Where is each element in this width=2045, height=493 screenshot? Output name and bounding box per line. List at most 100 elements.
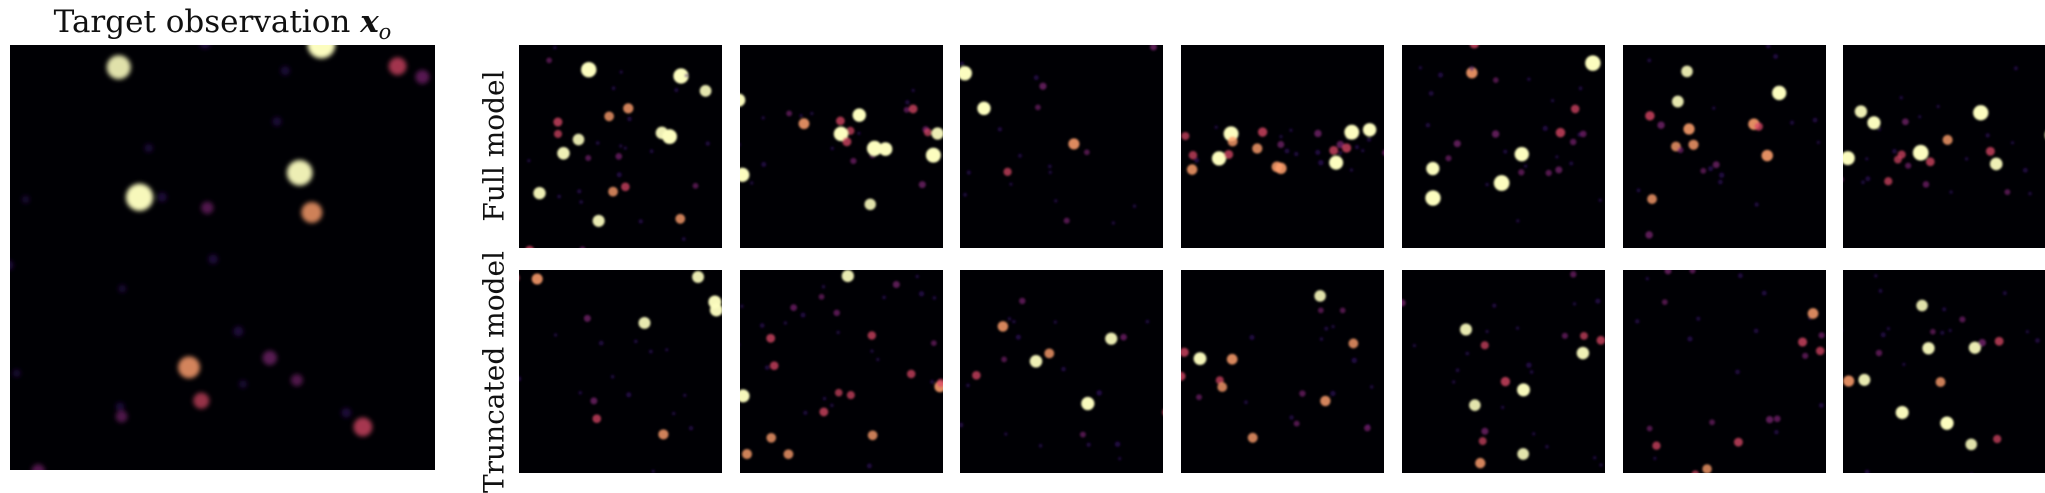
point-source: [1652, 442, 1660, 450]
point-source: [2023, 168, 2028, 173]
point-source: [1080, 432, 1086, 438]
point-source: [1555, 155, 1559, 159]
point-source: [656, 127, 668, 139]
full-model-sample-2-canvas: [740, 45, 943, 248]
point-source: [1314, 290, 1326, 302]
point-source: [1585, 55, 1600, 70]
point-source: [932, 296, 936, 300]
point-source: [684, 74, 688, 78]
point-source: [924, 128, 932, 136]
point-source: [1551, 99, 1555, 103]
point-source: [1580, 131, 1587, 138]
point-source: [10, 260, 13, 270]
point-source: [126, 184, 153, 211]
point-source: [1843, 375, 1854, 386]
point-source: [1899, 96, 1903, 100]
point-source: [963, 193, 967, 197]
point-source: [1580, 332, 1588, 340]
full-model-sample-4: [1181, 45, 1384, 248]
point-source: [919, 181, 926, 188]
point-source: [1150, 45, 1157, 51]
point-source: [784, 449, 794, 459]
point-source: [868, 430, 878, 440]
point-source: [1351, 358, 1357, 364]
point-source: [263, 351, 277, 365]
point-source: [272, 117, 281, 126]
point-source: [1772, 86, 1786, 100]
target-subscript: o: [379, 20, 392, 44]
point-source: [740, 389, 750, 402]
point-source: [1481, 428, 1488, 435]
point-source: [1940, 416, 1953, 429]
point-source: [1738, 273, 1743, 278]
point-source: [847, 391, 855, 399]
point-source: [1762, 291, 1767, 296]
point-source: [1816, 347, 1825, 356]
point-source: [1370, 385, 1374, 389]
point-source: [13, 369, 21, 377]
point-source: [810, 112, 814, 116]
point-source: [389, 57, 407, 75]
point-source: [1936, 377, 1946, 387]
point-source: [836, 331, 840, 335]
point-source: [1578, 86, 1582, 90]
point-source: [960, 423, 963, 428]
point-source: [700, 85, 712, 97]
point-source: [1355, 145, 1359, 149]
point-source: [1145, 320, 1149, 324]
point-source: [651, 470, 655, 473]
point-source: [1413, 344, 1417, 348]
point-source: [1187, 164, 1198, 175]
point-source: [1774, 430, 1779, 435]
point-source: [998, 127, 1003, 132]
point-source: [1048, 171, 1052, 175]
point-source: [1556, 128, 1565, 137]
point-source: [1817, 141, 1821, 145]
point-source: [596, 141, 600, 145]
point-source: [1252, 143, 1262, 153]
point-source: [287, 160, 313, 186]
point-source: [911, 89, 915, 93]
point-source: [1878, 289, 1882, 293]
point-source: [1494, 175, 1510, 191]
point-source: [1876, 350, 1882, 356]
truncated-model-sample-6-canvas: [1623, 270, 1826, 473]
point-source: [1569, 161, 1573, 165]
truncated-model-sample-3-canvas: [960, 270, 1163, 473]
point-source: [1258, 127, 1267, 136]
point-source: [1943, 135, 1953, 145]
point-source: [1465, 352, 1469, 356]
point-source: [1865, 157, 1869, 161]
point-source: [611, 375, 615, 379]
point-source: [867, 141, 882, 156]
point-source: [1995, 337, 2004, 346]
point-source: [1702, 464, 1712, 473]
target-title: Target observation xo: [10, 2, 435, 42]
point-source: [1331, 325, 1335, 329]
point-source: [638, 219, 643, 224]
point-source: [1898, 151, 1906, 159]
point-source: [1647, 194, 1657, 204]
point-source: [578, 391, 582, 395]
point-source: [1653, 457, 1657, 461]
point-source: [799, 118, 810, 129]
point-source: [1329, 146, 1338, 155]
point-source: [1039, 444, 1043, 448]
point-source: [1318, 160, 1324, 166]
point-source: [1030, 355, 1043, 368]
point-source: [619, 70, 623, 74]
point-source: [1330, 391, 1335, 396]
truncated-model-sample-4: [1181, 270, 1384, 473]
point-source: [931, 340, 937, 346]
point-source: [830, 403, 834, 407]
point-source: [1905, 163, 1911, 169]
point-source: [604, 112, 614, 122]
point-source: [1819, 403, 1824, 408]
point-source: [1599, 463, 1603, 467]
point-source: [1790, 120, 1794, 124]
full-model-sample-6: [1623, 45, 1826, 248]
point-source: [1181, 132, 1189, 140]
point-source: [1515, 147, 1529, 161]
point-source: [930, 380, 934, 384]
point-source: [615, 153, 622, 160]
